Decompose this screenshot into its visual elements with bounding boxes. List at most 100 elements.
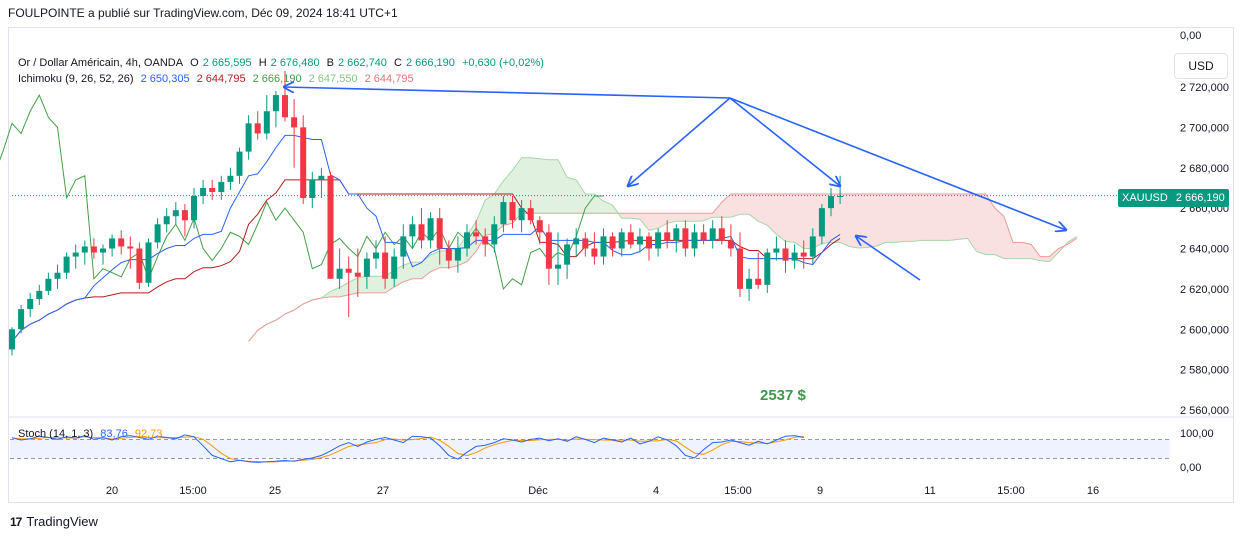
candle-body bbox=[327, 175, 334, 279]
c-label: C bbox=[393, 57, 402, 69]
kumo-segment bbox=[539, 158, 549, 214]
candle bbox=[809, 228, 816, 265]
candle-body bbox=[345, 268, 352, 273]
kumo-segment bbox=[922, 193, 932, 241]
candle-body bbox=[427, 218, 434, 241]
candle bbox=[709, 220, 716, 249]
candle-body bbox=[300, 127, 307, 199]
kumo-segment bbox=[758, 193, 768, 226]
candle-body bbox=[363, 258, 370, 277]
symbol-name[interactable]: Or / Dollar Américain, 4h, OANDA bbox=[18, 57, 184, 69]
candle-body bbox=[9, 329, 15, 350]
candle-body bbox=[136, 248, 143, 283]
candle-body bbox=[655, 232, 662, 249]
candle-body bbox=[837, 196, 844, 198]
candle bbox=[673, 224, 680, 253]
kumo-segment bbox=[330, 287, 340, 297]
candle bbox=[282, 70, 288, 122]
candle bbox=[828, 187, 834, 217]
tradingview-logo[interactable]: 17 TradingView bbox=[10, 514, 98, 529]
stoch-legend: Stoch (14, 1, 3) 83,76 92,73 bbox=[18, 428, 166, 440]
candle bbox=[345, 256, 352, 318]
kumo-segment bbox=[412, 262, 422, 279]
kumo-segment bbox=[912, 193, 922, 242]
arrow-to-last-candle bbox=[729, 97, 840, 186]
candle bbox=[382, 236, 389, 289]
candle-body bbox=[400, 236, 407, 257]
candle bbox=[27, 292, 34, 318]
candle-body bbox=[109, 238, 116, 249]
kumo-segment bbox=[730, 193, 740, 218]
candle bbox=[18, 305, 25, 334]
candle bbox=[454, 236, 461, 273]
candle bbox=[236, 147, 243, 184]
stoch-tick-top: 100,00 bbox=[1180, 428, 1214, 440]
candle bbox=[545, 224, 552, 285]
kumo-segment bbox=[703, 213, 713, 221]
stoch-pane: 100,00 0,00 bbox=[8, 416, 1234, 474]
candle bbox=[90, 238, 97, 259]
candle-body bbox=[673, 228, 680, 241]
candle bbox=[664, 220, 671, 249]
candle bbox=[655, 228, 662, 257]
candle-body bbox=[682, 228, 689, 249]
candle bbox=[163, 208, 170, 233]
senkou-span-b bbox=[248, 193, 1077, 342]
candle-body bbox=[509, 202, 516, 221]
candle-body bbox=[773, 248, 780, 253]
kumo-segment bbox=[649, 213, 659, 231]
kumo-segment bbox=[348, 277, 358, 295]
candle-body bbox=[473, 232, 480, 237]
kumo-segment bbox=[885, 193, 895, 243]
candle bbox=[300, 115, 307, 205]
candle-body bbox=[172, 210, 179, 217]
kumo-segment bbox=[403, 262, 413, 282]
candle-body bbox=[391, 256, 398, 279]
kumo-segment bbox=[767, 193, 777, 235]
candle-body bbox=[791, 252, 798, 261]
stoch-label[interactable]: Stoch (14, 1, 3) bbox=[18, 428, 94, 440]
candle bbox=[263, 95, 270, 140]
candle-body bbox=[309, 179, 316, 199]
kumo-segment bbox=[1049, 248, 1059, 262]
candle bbox=[800, 240, 807, 269]
candle-body bbox=[163, 216, 170, 225]
candle bbox=[409, 216, 416, 249]
candle-body bbox=[454, 248, 461, 261]
kumo-segment bbox=[576, 179, 586, 214]
currency-button[interactable]: USD bbox=[1174, 53, 1228, 79]
candle-body bbox=[691, 232, 698, 249]
candle bbox=[582, 232, 589, 257]
time-axis[interactable]: 20 15:00 25 27 Déc 4 15:00 9 11 15:00 16 bbox=[106, 485, 1099, 497]
kumo-segment bbox=[630, 213, 640, 220]
candle bbox=[527, 200, 534, 225]
candle bbox=[509, 196, 516, 229]
publisher-line: FOULPOINTE a publié sur TradingView.com,… bbox=[8, 6, 398, 20]
candle-body bbox=[227, 175, 234, 182]
chart-frame bbox=[8, 27, 1234, 503]
kumo-segment bbox=[949, 193, 959, 241]
candle bbox=[445, 240, 452, 269]
candle-body bbox=[336, 268, 343, 279]
kumo-segment bbox=[940, 193, 950, 241]
candle bbox=[245, 115, 252, 160]
price-axis[interactable]: 2 560,000 2 580,000 2 600,000 2 620,000 2 64… bbox=[1180, 30, 1229, 417]
candle bbox=[555, 232, 561, 285]
candle-body bbox=[54, 272, 61, 279]
candle-body bbox=[263, 111, 270, 134]
kumo-segment bbox=[740, 193, 750, 215]
candle bbox=[145, 238, 152, 287]
kumo-segment bbox=[931, 193, 941, 241]
candle-body bbox=[755, 278, 762, 285]
kumo-segment bbox=[1003, 216, 1013, 259]
chikou-value: 2 666,190 bbox=[252, 73, 302, 85]
candle-body bbox=[800, 252, 807, 257]
time-tick-label: 16 bbox=[1087, 485, 1099, 497]
candle bbox=[482, 228, 489, 257]
candle-body bbox=[218, 181, 225, 192]
ichimoku-label[interactable]: Ichimoku (9, 26, 52, 26) bbox=[18, 73, 134, 85]
candle-body bbox=[181, 210, 188, 221]
time-tick-label: Déc bbox=[528, 485, 548, 497]
candle-body bbox=[482, 236, 489, 245]
